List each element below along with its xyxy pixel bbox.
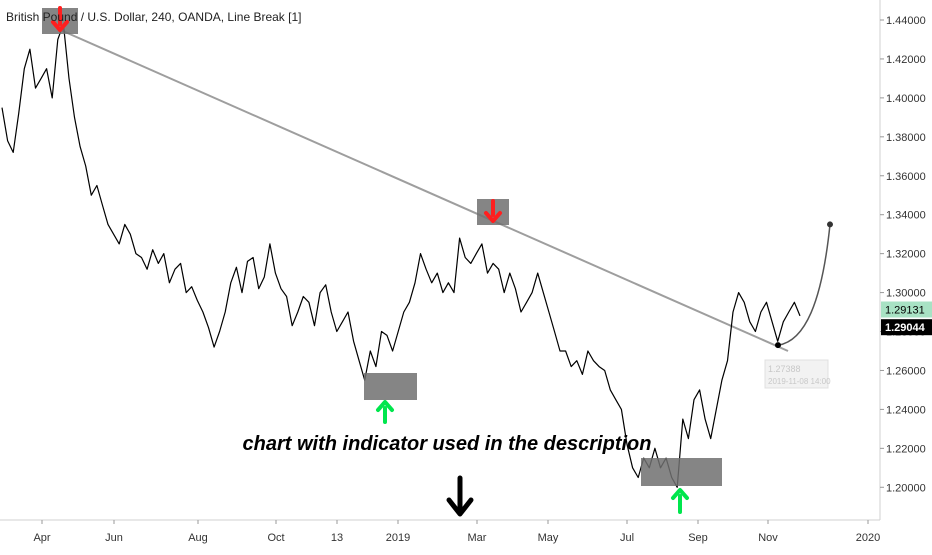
arrow-up-icon bbox=[671, 488, 689, 514]
markers bbox=[42, 6, 722, 517]
crosshair-point bbox=[775, 342, 781, 349]
y-tick-label: 1.22000 bbox=[886, 443, 926, 455]
chart-title: British Pound / U.S. Dollar, 240, OANDA,… bbox=[6, 10, 302, 24]
arrow-down-icon bbox=[446, 475, 474, 517]
x-tick-label: Oct bbox=[267, 532, 284, 544]
y-tick-label: 1.32000 bbox=[886, 249, 926, 261]
x-tick-label: 2019 bbox=[386, 532, 410, 544]
y-tick-label: 1.34000 bbox=[886, 210, 926, 222]
x-tick-label: Sep bbox=[688, 532, 708, 544]
y-tick-label: 1.36000 bbox=[886, 171, 926, 183]
crosshair-tag: 1.29044 bbox=[881, 319, 932, 336]
x-axis: Apr Jun Aug Oct 13 2019 Mar May Jul Sep Nov 2020 bbox=[0, 519, 880, 544]
tag-bg bbox=[881, 319, 932, 336]
arrow-down-icon bbox=[51, 6, 69, 32]
y-axis: 1.44000 1.42000 1.40000 1.38000 1.36000 1.340… bbox=[879, 0, 926, 520]
y-tick-label: 1.30000 bbox=[886, 288, 926, 300]
x-tick-label: 2020 bbox=[856, 532, 880, 544]
projection-curve bbox=[777, 224, 831, 346]
last-close-tag: 1.29131 bbox=[881, 301, 932, 318]
price-tags: 1.29131 1.29044 1.27388 2019-11-08 14:00 bbox=[764, 301, 932, 389]
y-tick-label: 1.44000 bbox=[886, 15, 926, 27]
y-tick-label: 1.20000 bbox=[886, 482, 926, 494]
x-tick-label: Mar bbox=[468, 532, 487, 544]
annotation-text: chart with indicator used in the descrip… bbox=[243, 433, 652, 455]
y-tick-label: 1.42000 bbox=[886, 54, 926, 66]
tooltip-price: 1.27388 bbox=[768, 364, 801, 374]
x-tick-label: Apr bbox=[33, 532, 50, 544]
y-tick-label: 1.24000 bbox=[886, 404, 926, 416]
crosshair-tooltip: 1.27388 2019-11-08 14:00 bbox=[764, 359, 831, 389]
tooltip-bg bbox=[764, 359, 829, 389]
arrow-head bbox=[484, 211, 502, 223]
tag-bg bbox=[881, 301, 932, 318]
x-tick-label: May bbox=[538, 532, 559, 544]
x-tick-label: Nov bbox=[758, 532, 778, 544]
tooltip-datetime: 2019-11-08 14:00 bbox=[768, 377, 831, 386]
arrow-head bbox=[376, 400, 394, 412]
arrow-down-icon bbox=[484, 199, 502, 223]
low-box-2018 bbox=[364, 373, 417, 400]
arrow-head bbox=[446, 497, 474, 517]
x-tick-label: Jul bbox=[620, 532, 634, 544]
low-box-2019 bbox=[641, 458, 722, 486]
x-tick-label: Aug bbox=[188, 532, 208, 544]
arrow-up-icon bbox=[376, 400, 394, 424]
tag-text: 1.29131 bbox=[885, 304, 925, 316]
arrow-head bbox=[51, 20, 69, 32]
y-tick-label: 1.40000 bbox=[886, 93, 926, 105]
x-tick-label: Jun bbox=[105, 532, 123, 544]
arrow-head bbox=[671, 488, 689, 500]
projection-point bbox=[827, 221, 833, 228]
y-tick-label: 1.26000 bbox=[886, 365, 926, 377]
trendline bbox=[59, 28, 789, 352]
y-tick-label: 1.38000 bbox=[886, 132, 926, 144]
tag-text: 1.29044 bbox=[885, 322, 926, 334]
x-tick-label: 13 bbox=[331, 532, 343, 544]
